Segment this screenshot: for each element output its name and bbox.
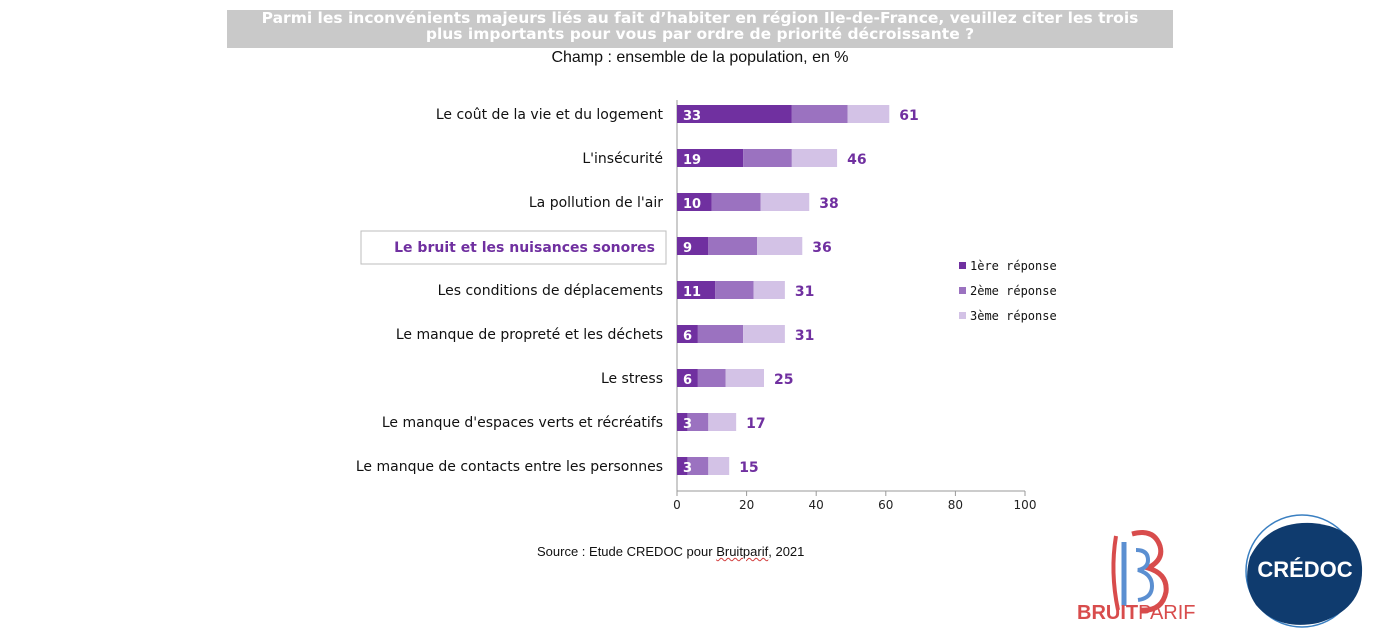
bar-segment — [697, 369, 726, 387]
x-tick-label: 80 — [948, 498, 963, 512]
bar-segment — [757, 237, 803, 255]
chart-subtitle: Champ : ensemble de la population, en % — [551, 49, 849, 66]
category-label: L'insécurité — [582, 151, 663, 167]
bar-segment — [677, 237, 709, 255]
bruitparif-light: PARIF — [1138, 602, 1196, 624]
total-label: 38 — [819, 196, 838, 212]
bar-segment — [677, 105, 792, 123]
chart-title-line-2: plus importants pour vous par ordre de p… — [425, 25, 975, 43]
bar-segment — [715, 281, 754, 299]
first-response-label: 6 — [683, 373, 692, 388]
source-prefix: Source : Etude CREDOC pour — [537, 544, 717, 559]
source-underlined: Bruitparif — [716, 544, 769, 559]
legend-swatch — [959, 287, 966, 294]
first-response-label: 3 — [683, 417, 692, 432]
bar-segment — [791, 149, 838, 167]
total-label: 25 — [774, 372, 793, 388]
bar-segment — [677, 193, 712, 211]
bruitparif-wordmark: BRUITPARIF — [1077, 602, 1196, 625]
bar-segment — [791, 105, 848, 123]
first-response-label: 19 — [683, 153, 701, 168]
legend-swatch — [959, 262, 966, 269]
bar-segment — [753, 281, 785, 299]
legend-swatch — [959, 312, 966, 319]
bar-segment — [697, 325, 744, 343]
bar-segment — [677, 325, 698, 343]
total-label: 46 — [847, 152, 866, 168]
total-label: 31 — [795, 328, 814, 344]
bar-segment — [708, 237, 758, 255]
bar-segment — [760, 193, 810, 211]
category-label: Les conditions de déplacements — [438, 283, 663, 299]
first-response-label: 6 — [683, 329, 692, 344]
bruitparif-bold: BRUIT — [1077, 602, 1139, 624]
category-label: Le manque d'espaces verts et récréatifs — [382, 415, 663, 431]
highlight-box — [360, 230, 667, 265]
bar-segment — [711, 193, 761, 211]
category-label: Le coût de la vie et du logement — [436, 107, 664, 123]
bar-segment — [677, 149, 744, 167]
bar-segment — [708, 457, 730, 475]
x-tick-label: 100 — [1014, 498, 1037, 512]
source-note: Source : Etude CREDOC pour Bruitparif, 2… — [537, 544, 804, 559]
category-label: Le manque de propreté et les déchets — [396, 327, 663, 343]
first-response-label: 33 — [683, 109, 701, 124]
credoc-logo — [1245, 514, 1363, 628]
bruitparif-logo — [1111, 530, 1169, 613]
bar-segment — [847, 105, 890, 123]
bar-segment — [687, 413, 709, 431]
total-label: 61 — [899, 108, 918, 124]
bar-segment — [687, 457, 709, 475]
total-label: 36 — [812, 240, 831, 256]
chart-title-line-1: Parmi les inconvénients majeurs liés au … — [261, 10, 1139, 27]
legend-label: 2ème réponse — [970, 284, 1057, 298]
legend-label: 3ème réponse — [970, 309, 1057, 323]
x-tick-label: 20 — [739, 498, 754, 512]
bar-segment — [677, 413, 688, 431]
bar-segment — [743, 325, 785, 343]
first-response-label: 10 — [683, 197, 701, 212]
bar-segment — [677, 457, 688, 475]
category-label: La pollution de l'air — [529, 195, 663, 211]
bar-segment — [743, 149, 792, 167]
x-tick-label: 40 — [809, 498, 824, 512]
bar-segment — [725, 369, 764, 387]
bar-segment — [677, 369, 698, 387]
source-suffix: , 2021 — [768, 544, 805, 559]
category-label: Le stress — [601, 371, 663, 387]
x-tick-label: 60 — [878, 498, 893, 512]
first-response-label: 11 — [683, 285, 701, 300]
bar-segment — [708, 413, 737, 431]
total-label: 15 — [739, 460, 758, 476]
credoc-wordmark: CRÉDOC — [1257, 557, 1353, 582]
total-label: 17 — [746, 416, 765, 432]
first-response-label: 9 — [683, 241, 692, 256]
x-tick-label: 0 — [673, 498, 681, 512]
first-response-label: 3 — [683, 461, 692, 476]
legend-label: 1ère réponse — [970, 259, 1057, 273]
total-label: 31 — [795, 284, 814, 300]
category-label: Le manque de contacts entre les personne… — [356, 459, 663, 475]
bar-segment — [677, 281, 716, 299]
category-label: Le bruit et les nuisances sonores — [394, 240, 655, 256]
chart-title: Parmi les inconvénients majeurs liés au … — [227, 10, 1173, 48]
